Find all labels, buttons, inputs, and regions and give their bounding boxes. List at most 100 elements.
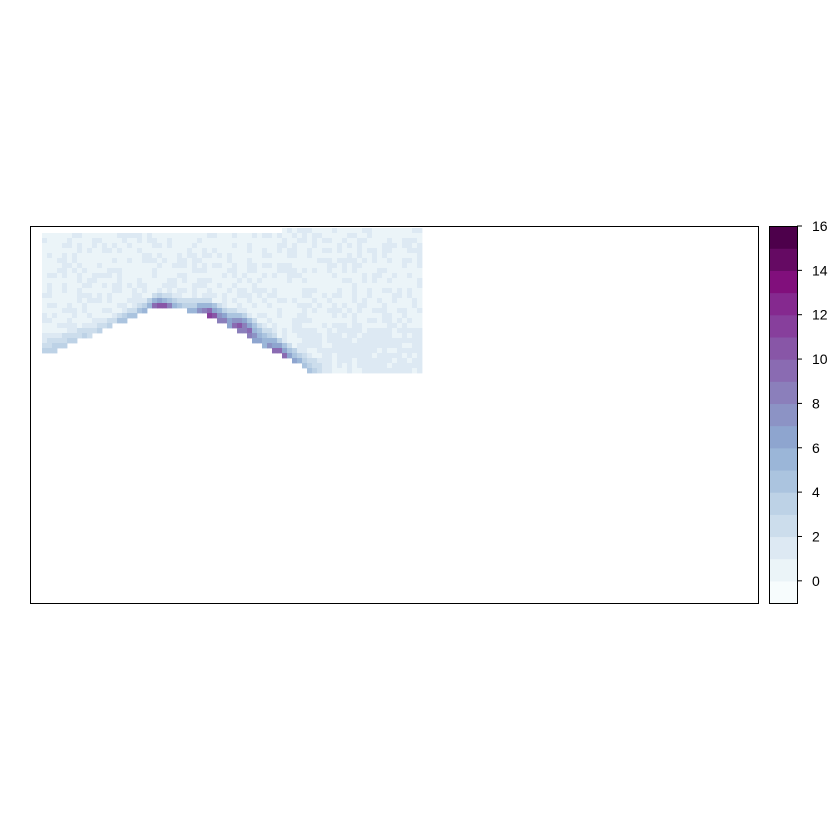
raster-cell: [377, 358, 383, 364]
raster-cell: [312, 248, 318, 254]
raster-cell: [177, 263, 183, 269]
raster-cell: [112, 278, 118, 284]
raster-cell: [362, 338, 368, 344]
raster-cell: [402, 243, 408, 249]
raster-cell: [197, 268, 203, 274]
raster-cell: [322, 248, 328, 254]
raster-cell: [342, 323, 348, 329]
raster-cell: [127, 233, 133, 239]
raster-cell: [402, 288, 408, 294]
raster-cell: [177, 298, 183, 304]
raster-cell: [52, 343, 58, 349]
raster-cell: [207, 288, 213, 294]
raster-cell: [397, 248, 403, 254]
raster-cell: [132, 308, 138, 314]
raster-cell: [317, 343, 323, 349]
raster-cell: [297, 298, 303, 304]
raster-cell: [172, 238, 178, 244]
raster-cell: [227, 313, 233, 319]
raster-cell: [247, 248, 253, 254]
raster-cell: [347, 318, 353, 324]
raster-cell: [132, 268, 138, 274]
raster-cell: [387, 358, 393, 364]
raster-cell: [142, 258, 148, 264]
raster-cell: [232, 288, 238, 294]
raster-cell: [52, 338, 58, 344]
raster-cell: [322, 348, 328, 354]
raster-cell: [202, 238, 208, 244]
raster-cell: [367, 263, 373, 269]
raster-cell: [137, 303, 143, 309]
raster-cell: [247, 293, 253, 299]
raster-cell: [332, 353, 338, 359]
raster-cell: [117, 258, 123, 264]
raster-cell: [352, 338, 358, 344]
raster-cell: [57, 333, 63, 339]
raster-cell: [257, 318, 263, 324]
raster-cell: [252, 308, 258, 314]
raster-cell: [382, 228, 388, 234]
raster-cell: [297, 308, 303, 314]
raster-cell: [387, 303, 393, 309]
raster-cell: [257, 338, 263, 344]
raster-cell: [352, 278, 358, 284]
raster-cell: [392, 313, 398, 319]
raster-cell: [332, 228, 338, 234]
raster-cell: [97, 248, 103, 254]
raster-cell: [412, 328, 418, 334]
raster-cell: [287, 293, 293, 299]
raster-cell: [392, 248, 398, 254]
raster-cell: [67, 303, 73, 309]
raster-cell: [347, 228, 353, 234]
raster-cell: [412, 238, 418, 244]
raster-cell: [52, 253, 58, 259]
raster-cell: [242, 283, 248, 289]
raster-cell: [222, 293, 228, 299]
raster-cell: [382, 328, 388, 334]
raster-cell: [72, 243, 78, 249]
raster-cell: [352, 303, 358, 309]
raster-cell: [317, 228, 323, 234]
raster-cell: [67, 278, 73, 284]
raster-cell: [307, 243, 313, 249]
raster-cell: [377, 248, 383, 254]
raster-cell: [272, 333, 278, 339]
raster-cell: [47, 273, 53, 279]
raster-cell: [357, 328, 363, 334]
raster-cell: [202, 263, 208, 269]
raster-cell: [212, 288, 218, 294]
raster-cell: [247, 273, 253, 279]
raster-cell: [307, 303, 313, 309]
raster-cell: [107, 273, 113, 279]
raster-cell: [67, 273, 73, 279]
raster-cell: [142, 248, 148, 254]
raster-cell: [387, 288, 393, 294]
raster-cell: [47, 313, 53, 319]
raster-cell: [232, 238, 238, 244]
raster-cell: [262, 343, 268, 349]
raster-cell: [267, 268, 273, 274]
raster-cell: [232, 273, 238, 279]
raster-cell: [232, 248, 238, 254]
raster-cell: [282, 278, 288, 284]
raster-cell: [227, 308, 233, 314]
raster-cell: [327, 268, 333, 274]
raster-cell: [252, 298, 258, 304]
raster-cell: [162, 233, 168, 239]
colorbar-tick-label: 8: [812, 395, 820, 411]
raster-cell: [337, 363, 343, 369]
raster-cell: [307, 368, 313, 374]
raster-cell: [222, 318, 228, 324]
raster-cell: [187, 233, 193, 239]
raster-cell: [417, 313, 423, 319]
raster-cell: [327, 338, 333, 344]
raster-cell: [47, 258, 53, 264]
raster-cell: [367, 238, 373, 244]
raster-cell: [377, 318, 383, 324]
raster-cell: [172, 288, 178, 294]
raster-cell: [357, 278, 363, 284]
raster-cell: [287, 238, 293, 244]
raster-cell: [272, 253, 278, 259]
raster-cell: [247, 298, 253, 304]
